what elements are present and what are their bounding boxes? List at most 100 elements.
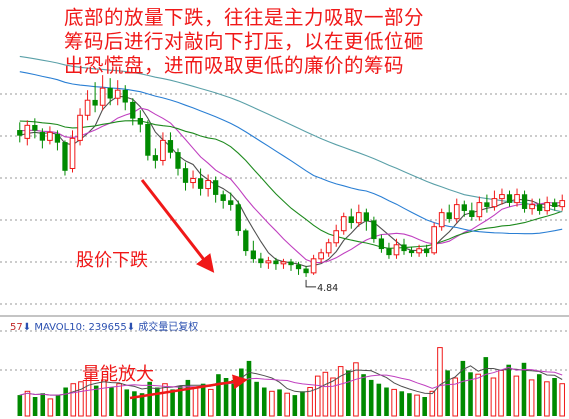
candle-body xyxy=(152,155,159,161)
candle-body xyxy=(213,180,219,195)
candle xyxy=(514,188,520,207)
candle-body xyxy=(325,242,332,254)
volume-bar xyxy=(192,387,199,417)
candle-body xyxy=(190,178,196,184)
candle xyxy=(340,212,347,235)
mavol-indicator: MAVOL10: 239655 xyxy=(34,322,127,333)
candle xyxy=(167,132,174,159)
annotation-line-3: 出恐慌盘，进而吸取更低的廉价的筹码 xyxy=(64,54,405,77)
candle-body xyxy=(521,194,528,209)
candle-body xyxy=(348,216,354,223)
volume-bar xyxy=(269,390,275,417)
candle-body xyxy=(54,134,61,143)
volume-bar xyxy=(292,395,298,416)
candle xyxy=(310,254,317,275)
candle-body xyxy=(371,220,377,240)
candle xyxy=(303,265,309,277)
volume-bar xyxy=(498,369,504,417)
volume-bar xyxy=(422,397,427,416)
candle xyxy=(386,242,392,259)
volume-bar xyxy=(391,388,397,417)
candle xyxy=(318,248,324,263)
candle xyxy=(295,261,302,275)
candle-body xyxy=(130,101,136,119)
volume-bar xyxy=(155,387,160,416)
candle-body xyxy=(99,87,106,106)
candle xyxy=(453,198,460,223)
volume-bar xyxy=(513,375,520,417)
volume-bar xyxy=(552,378,557,416)
candle-body xyxy=(393,244,400,256)
candle-body xyxy=(197,178,204,189)
candle xyxy=(152,148,159,169)
candle xyxy=(378,234,385,253)
volume-bar xyxy=(147,381,152,416)
volume-bar xyxy=(384,387,389,416)
volume-ma5-line xyxy=(19,365,563,396)
candle xyxy=(529,198,535,215)
candle xyxy=(325,238,332,257)
volume-bar xyxy=(47,398,54,417)
volume-bar xyxy=(200,383,206,416)
candle-body xyxy=(416,248,422,254)
candle-body xyxy=(431,226,437,254)
candle xyxy=(24,120,31,146)
candle-body xyxy=(265,260,272,264)
candle xyxy=(17,122,23,143)
candle-body xyxy=(559,200,566,208)
candle-body xyxy=(92,99,98,106)
volume-bar xyxy=(40,393,46,416)
candle xyxy=(499,188,505,205)
candle xyxy=(182,162,189,191)
volume-bar xyxy=(314,375,321,417)
candle-body xyxy=(340,216,347,232)
price-drop-arrow xyxy=(140,179,215,273)
candle xyxy=(416,244,422,257)
candle xyxy=(393,238,400,259)
candle xyxy=(438,208,445,231)
candle-body xyxy=(280,261,287,265)
candle xyxy=(130,98,136,126)
candle xyxy=(333,224,340,247)
candle-body xyxy=(469,210,475,217)
candle xyxy=(213,176,219,203)
candle xyxy=(220,190,226,209)
volume-bar xyxy=(109,387,114,416)
volume-bar xyxy=(376,383,382,416)
candle-body xyxy=(62,142,68,171)
volume-up-label: 量能放大 xyxy=(82,364,154,385)
candle-body xyxy=(355,212,362,224)
candle-body xyxy=(220,194,226,201)
volume-bar xyxy=(124,389,130,416)
candle xyxy=(423,244,430,257)
low-marker-line xyxy=(305,279,317,288)
volume-header: 57⬇ MAVOL10: 239655⬇ 成交量已复权 xyxy=(10,318,198,333)
candle xyxy=(363,208,369,231)
annotation-line-1: 底部的放量下跌，往往是主力吸取一部分 xyxy=(64,6,425,29)
volume-bar xyxy=(78,381,84,417)
candle-body xyxy=(145,124,151,156)
candle xyxy=(77,108,83,146)
candle-body xyxy=(529,204,535,210)
volume-bar xyxy=(223,378,229,416)
candle-body xyxy=(77,114,83,141)
candle-body xyxy=(514,194,520,204)
volume-bar xyxy=(330,377,336,417)
volume-bar xyxy=(528,379,535,417)
candle-body xyxy=(69,137,76,169)
candle-body xyxy=(235,204,241,232)
candle xyxy=(408,246,415,257)
candle-body xyxy=(536,204,543,211)
candle xyxy=(461,200,467,217)
volume-bar xyxy=(139,393,145,416)
candle-body xyxy=(175,152,181,169)
candle-body xyxy=(182,168,189,183)
candle-body xyxy=(205,180,211,190)
candle xyxy=(84,90,91,121)
annotation-text: 底部的放量下跌，往往是主力吸取一部分 筹码后进行对敲向下打压，以在更低位砸 出恐… xyxy=(64,6,564,78)
volume-bar xyxy=(208,388,214,417)
volume-bar xyxy=(361,374,366,416)
volume-bar xyxy=(170,389,175,416)
candle xyxy=(401,238,407,255)
volume-value: 57 xyxy=(10,322,23,333)
